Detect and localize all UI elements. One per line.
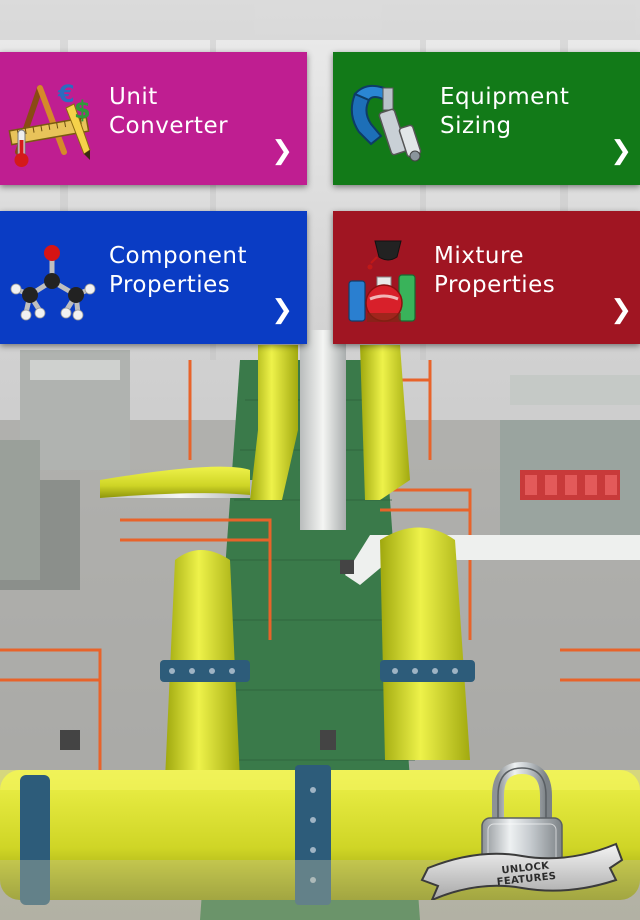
beaker-flask-icon — [348, 240, 416, 322]
unit-converter-tile[interactable]: € $ Unit Converter ❯ — [0, 52, 307, 185]
unit-converter-label: Unit Converter — [109, 83, 228, 141]
tile-label-line1: Component — [109, 243, 248, 269]
chevron-right-icon: ❯ — [271, 136, 293, 166]
equipment-sizing-label: Equipment Sizing — [440, 83, 569, 141]
tile-label-line2: Properties — [109, 272, 231, 298]
padlock-icon — [420, 761, 624, 902]
chevron-right-icon: ❯ — [610, 295, 632, 325]
svg-text:€: € — [57, 80, 75, 108]
ruler-pencil-currency-icon: € $ — [8, 80, 91, 167]
tile-label-line2: Sizing — [440, 113, 512, 139]
caliper-clamp-icon — [350, 84, 422, 162]
equipment-sizing-tile[interactable]: Equipment Sizing ❯ — [333, 52, 640, 185]
svg-text:$: $ — [74, 96, 91, 124]
chevron-right-icon: ❯ — [610, 136, 632, 166]
tile-label-line1: Unit — [109, 84, 158, 110]
chevron-right-icon: ❯ — [271, 295, 293, 325]
component-properties-label: Component Properties — [109, 242, 247, 300]
component-properties-tile[interactable]: Component Properties ❯ — [0, 211, 307, 344]
mixture-properties-tile[interactable]: Mixture Properties ❯ — [333, 211, 640, 344]
tile-label-line2: Converter — [109, 113, 229, 139]
mixture-properties-label: Mixture Properties — [434, 242, 555, 300]
tile-label-line2: Properties — [434, 272, 556, 298]
molecule-icon — [10, 245, 96, 321]
tile-label-line1: Mixture — [434, 243, 525, 269]
unlock-features-button[interactable]: UNLOCK FEATURES — [418, 760, 626, 902]
tile-label-line1: Equipment — [440, 84, 570, 110]
